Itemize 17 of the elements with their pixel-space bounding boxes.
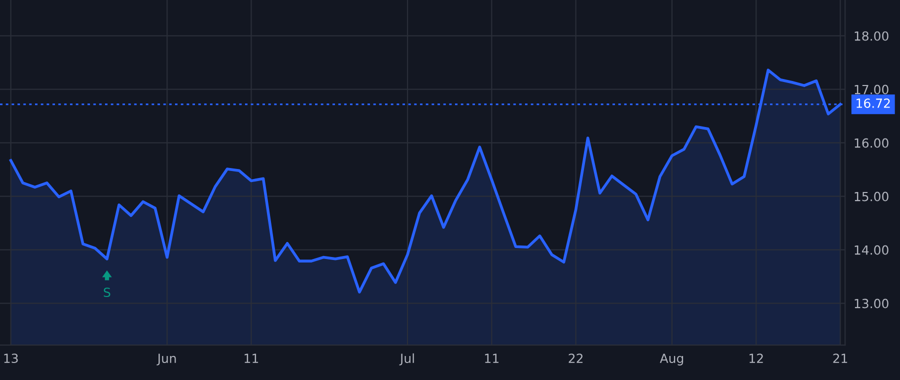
y-tick-label: 16.00 xyxy=(854,138,888,148)
x-tick-label: 12 xyxy=(750,354,763,363)
y-tick-label: 15.00 xyxy=(854,192,888,202)
x-tick-label: Jun xyxy=(156,354,176,366)
y-tick-label: 13.00 xyxy=(854,298,888,308)
y-tick-label: 18.00 xyxy=(854,31,888,41)
x-tick-label: 22 xyxy=(568,354,583,363)
x-tick-label: 11 xyxy=(485,354,498,363)
annotation: S xyxy=(104,288,110,298)
x-tick-label: 21 xyxy=(833,354,848,363)
x-tick-label: 13 xyxy=(4,354,18,364)
ref-line-label: 16.72 xyxy=(856,98,890,108)
x-tick-label: 11 xyxy=(244,354,258,363)
x-tick-label: Aug xyxy=(660,354,684,366)
x-tick-label: Jul xyxy=(399,353,414,366)
y-tick-label: 17.00 xyxy=(854,84,888,94)
y-tick-label: 14.00 xyxy=(854,245,888,255)
